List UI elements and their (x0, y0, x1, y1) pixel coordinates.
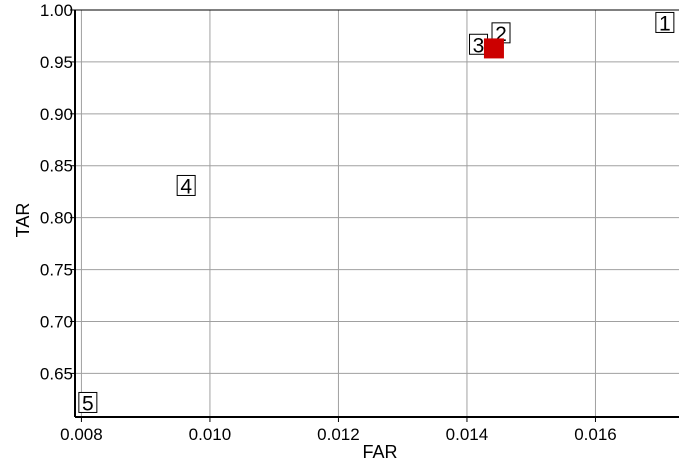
y-tick-label: 0.65 (40, 364, 73, 383)
point-box (176, 174, 196, 196)
data-point: 2 (491, 22, 511, 46)
point-label: 4 (180, 175, 192, 198)
y-tick-label: 0.95 (40, 53, 73, 72)
point-label: 5 (82, 392, 94, 415)
x-tick-labels: 0.008 0.010 0.012 0.014 0.016 (60, 425, 617, 444)
grid (75, 9, 679, 417)
y-axis-title: TAR (13, 203, 33, 238)
x-tick-label: 0.008 (60, 425, 103, 444)
y-tick-labels: 0.65 0.70 0.75 0.80 0.85 0.90 0.95 1.00 (40, 1, 73, 383)
y-tick-label: 0.80 (40, 209, 73, 228)
y-tick-label: 0.75 (40, 261, 73, 280)
x-axis-title: FAR (362, 442, 397, 462)
point-box (655, 11, 675, 33)
point-label: 3 (473, 34, 485, 57)
y-tick-label: 1.00 (40, 1, 73, 20)
data-point: 5 (78, 391, 98, 415)
x-tick-label: 0.016 (574, 425, 617, 444)
highlight-marker (483, 38, 504, 59)
x-tick-label: 0.010 (189, 425, 232, 444)
x-tick-label: 0.012 (317, 425, 360, 444)
y-tick-label: 0.70 (40, 312, 73, 331)
y-tick-label: 0.85 (40, 157, 73, 176)
point-box (78, 391, 98, 413)
ticks (70, 9, 596, 422)
point-label: 1 (659, 12, 671, 35)
data-point: 1 (655, 11, 675, 35)
axes (74, 9, 679, 418)
y-tick-label: 0.90 (40, 105, 73, 124)
point-label: 2 (495, 23, 507, 46)
x-tick-label: 0.014 (446, 425, 489, 444)
data-point: 4 (176, 174, 196, 198)
